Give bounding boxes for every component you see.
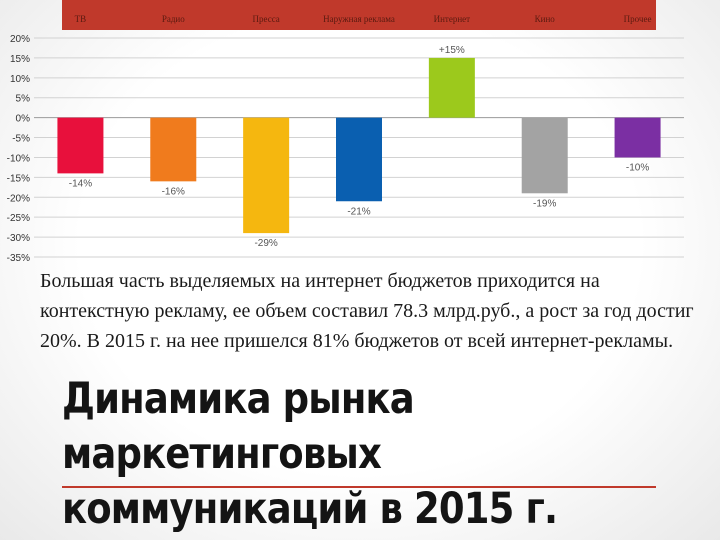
data-label: -29% <box>254 238 277 249</box>
category-label: Интернет <box>433 14 471 24</box>
bar <box>57 117 104 174</box>
y-tick-label: -10% <box>7 153 30 164</box>
title-divider <box>62 486 656 488</box>
category-label: Радио <box>161 14 185 24</box>
y-tick-label: -15% <box>7 173 30 184</box>
bar <box>428 57 475 118</box>
slide-title: Динамика рынка маркетинговых коммуникаци… <box>62 372 612 537</box>
y-tick-label: -25% <box>7 213 30 224</box>
y-tick-label: 10% <box>10 74 30 85</box>
bar <box>521 117 568 194</box>
data-label: -16% <box>162 186 185 197</box>
y-tick-label: -35% <box>7 253 30 262</box>
y-tick-label: 15% <box>10 54 30 65</box>
category-header-band <box>62 0 656 30</box>
category-label: Кино <box>534 14 555 24</box>
caption-text: Большая часть выделяемых на интернет бюд… <box>40 270 694 352</box>
y-tick-label: 0% <box>16 114 31 125</box>
bar <box>150 117 197 182</box>
category-label: ТВ <box>74 14 87 24</box>
data-label: +15% <box>439 45 465 56</box>
data-label: -19% <box>533 198 556 209</box>
y-tick-label: -5% <box>12 134 30 145</box>
data-label: -21% <box>347 206 370 217</box>
slide-title-line-2: маркетинговых <box>62 429 382 479</box>
data-label: -10% <box>626 162 649 173</box>
bar-chart: 20% 15% 10% 5% 0% -5% -10% -15% -20% -25% -30% -35%… <box>7 34 684 262</box>
category-label: Наружная реклама <box>323 14 395 24</box>
slide-title-line-1: Динамика рынка <box>62 374 415 424</box>
data-label: -14% <box>69 178 92 189</box>
category-label: Прочее <box>623 14 652 24</box>
y-tick-label: 20% <box>10 34 30 45</box>
category-label: Пресса <box>252 14 280 24</box>
slide-title-line-3: коммуникаций в 2015 г. <box>62 484 558 534</box>
bar <box>243 117 290 234</box>
y-tick-label: -30% <box>7 233 30 244</box>
bar <box>336 117 382 202</box>
y-tick-label: 5% <box>16 94 31 105</box>
bar <box>614 117 661 158</box>
y-tick-label: -20% <box>7 193 30 204</box>
